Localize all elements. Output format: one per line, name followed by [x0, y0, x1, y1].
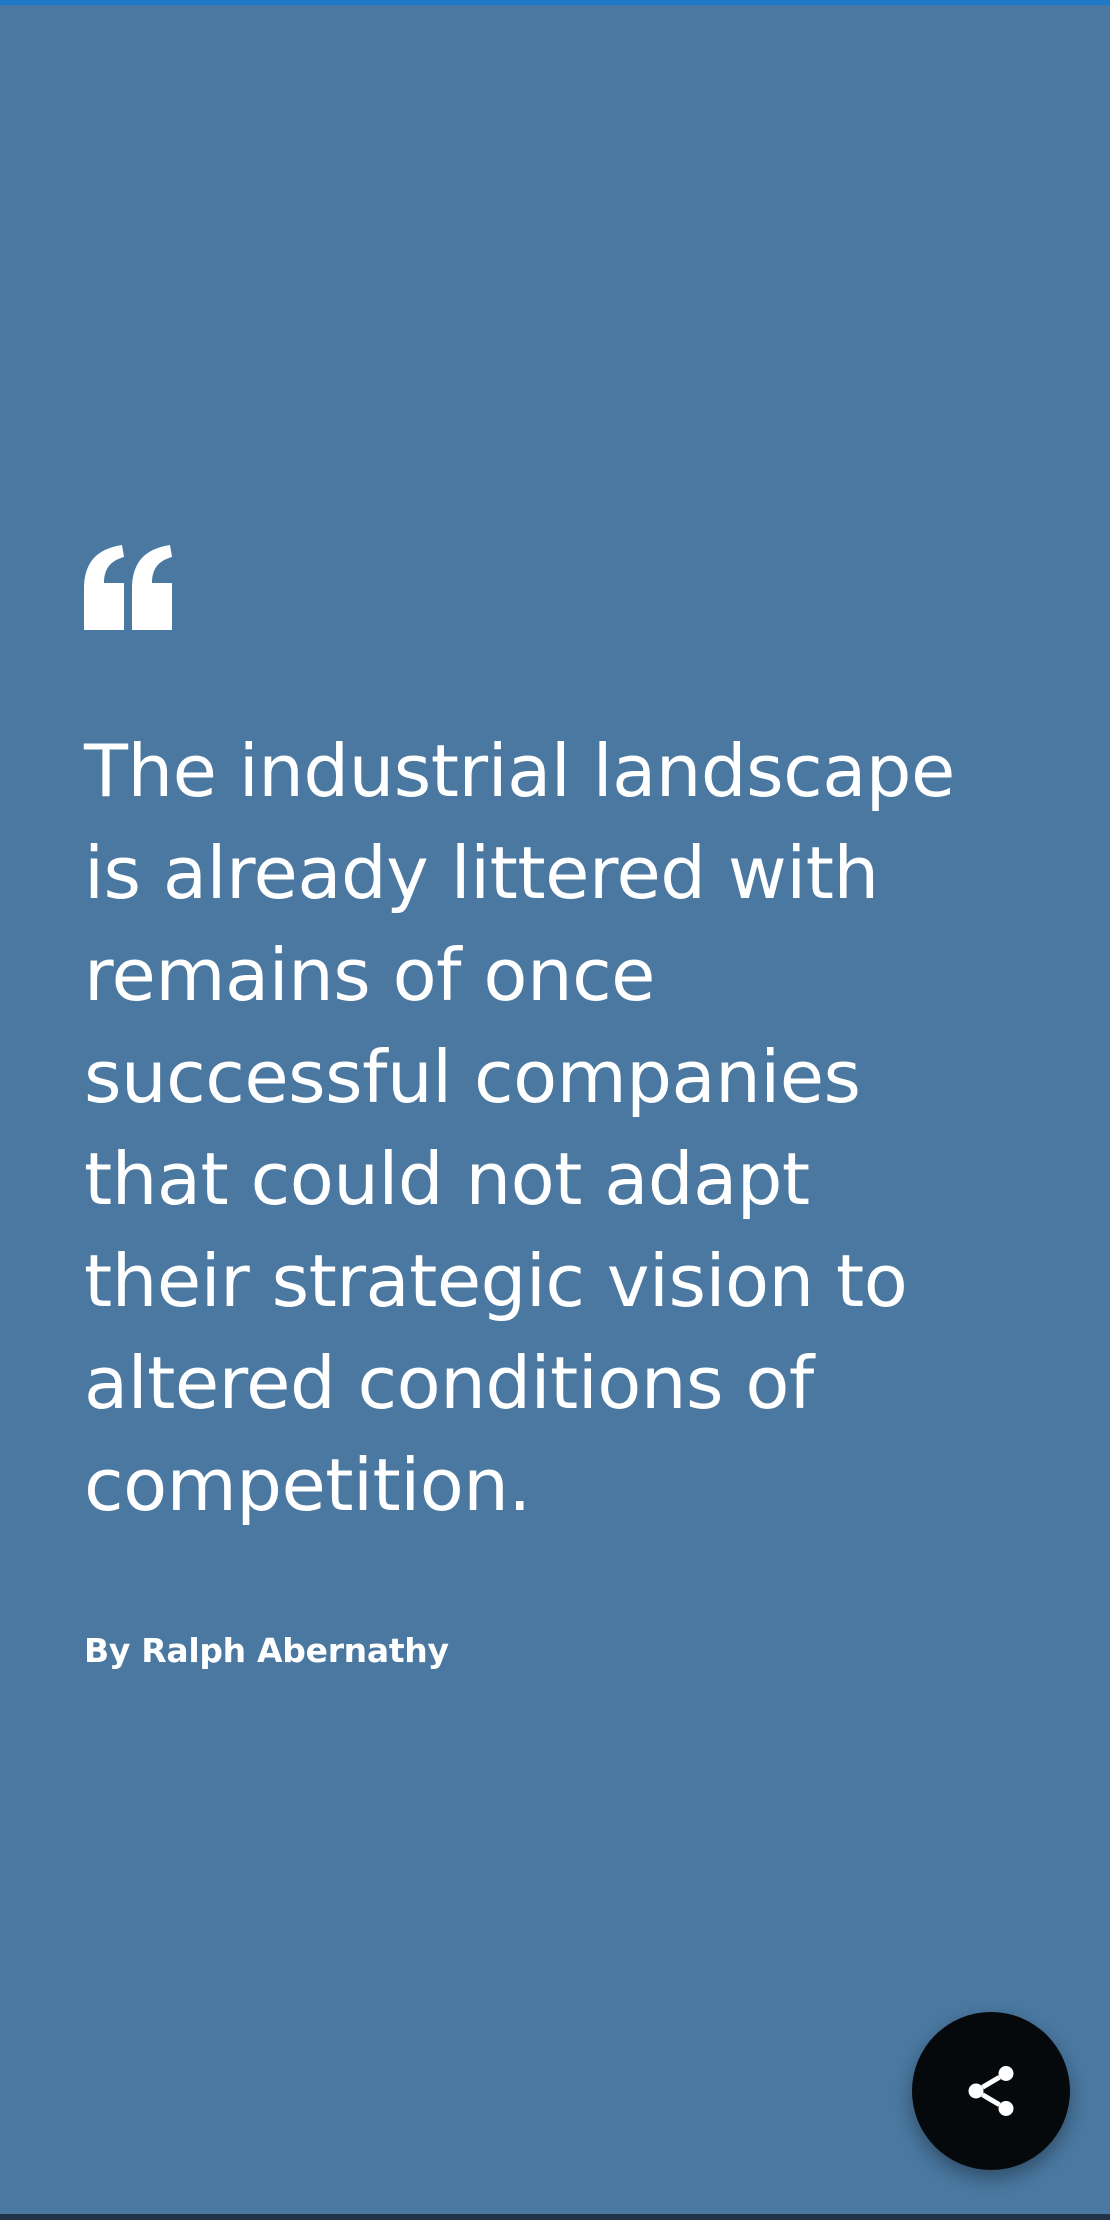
quote-author: By Ralph Abernathy — [84, 1631, 449, 1670]
share-button[interactable] — [912, 2012, 1070, 2170]
quote-line: their strategic vision to — [84, 1239, 908, 1323]
top-accent-bar — [0, 0, 1110, 5]
quote-line: that could not adapt — [84, 1137, 810, 1221]
quote-card: The industrial landscape is already litt… — [84, 545, 1044, 1670]
quote-line: competition. — [84, 1443, 531, 1527]
quote-text: The industrial landscape is already litt… — [84, 720, 1044, 1536]
quote-line: The industrial landscape — [84, 729, 955, 813]
quote-line: successful companies — [84, 1035, 861, 1119]
quote-mark-icon — [84, 545, 172, 630]
share-icon — [968, 2066, 1014, 2116]
bottom-edge-bar — [0, 2214, 1110, 2220]
quote-line: altered conditions of — [84, 1341, 814, 1425]
quote-line: is already littered with — [84, 831, 879, 915]
quote-line: remains of once — [84, 933, 655, 1017]
